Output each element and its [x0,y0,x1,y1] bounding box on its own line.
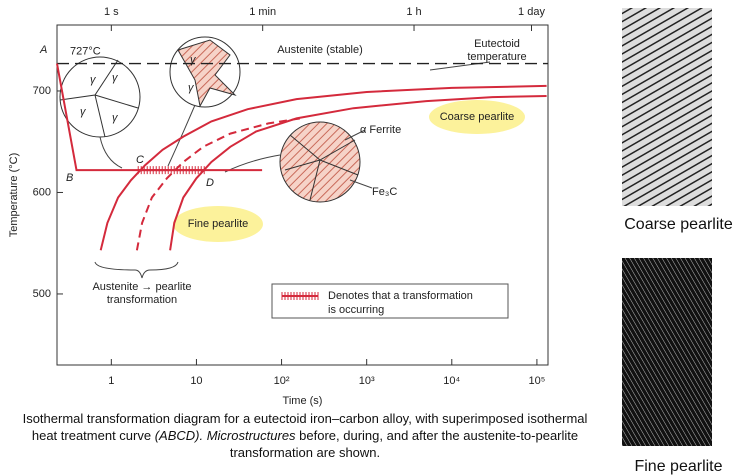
annotation: Fine pearlite [188,218,249,230]
annotation: temperature [467,51,526,63]
annotation: Austenite → pearlite [92,281,191,293]
x2-tick-label: 1 day [518,6,545,18]
micrograph-label: Coarse pearlite [610,216,747,234]
microstructure-pearlite [280,122,360,202]
x-tick-label: 10⁴ [443,375,460,387]
y-tick-label: 700 [33,85,51,97]
micrograph-fine [622,258,712,446]
eutectoid-label: 727°C [70,45,101,57]
page: {"chart_data":{"type":"line","log_x":tru… [0,0,747,473]
microstructure-transforming [170,37,240,107]
caption-text: (ABCD). Microstructures [155,428,296,443]
legend-text: is occurring [328,304,384,316]
legend-text: Denotes that a transformation [328,290,473,302]
x-tick-label: 1 [108,375,114,387]
y-tick-label: 500 [33,288,51,300]
caption: Isothermal transformation diagram for a … [20,410,590,461]
annotation: Fe₃C [372,186,397,198]
annotation: C [136,154,144,166]
microstructure-austenite [60,57,140,137]
x2-tick-label: 1 s [104,6,119,18]
annotation: B [66,172,73,184]
annotation: transformation [107,294,177,306]
annotation: Coarse pearlite [440,111,515,123]
x-tick-label: 10³ [359,375,375,387]
y-tick-label: 600 [33,186,51,198]
x-tick-label: 10⁵ [529,375,546,387]
y-axis-label: Temperature (°C) [8,153,20,237]
annotation: α Ferrite [360,124,401,136]
annotation: D [206,177,214,189]
micrograph-coarse [622,8,712,206]
x-tick-label: 10² [274,375,290,387]
annotation: Austenite (stable) [277,44,363,56]
x2-tick-label: 1 h [406,6,421,18]
annotation: Eutectoid [474,38,520,50]
micrograph-label: Fine pearlite [610,458,747,476]
annotation: A [39,44,47,56]
chart: 1 10 10² 10³ 10⁴ 10⁵ 1 s 1 min 1 h 1 day 500 600 700… [0,0,747,473]
x-axis-label: Time (s) [283,395,323,407]
x2-tick-label: 1 min [249,6,276,18]
x-tick-label: 10 [190,375,202,387]
